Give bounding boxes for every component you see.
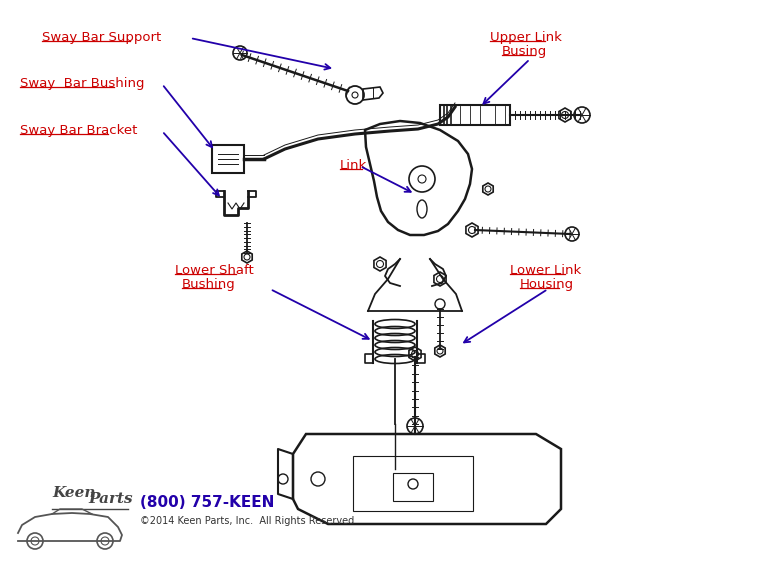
Text: Sway  Bar Bushing: Sway Bar Bushing <box>20 77 145 90</box>
Text: Link: Link <box>340 159 367 172</box>
Bar <box>353 456 473 511</box>
Text: Busing: Busing <box>502 45 547 58</box>
Text: Upper Link: Upper Link <box>490 31 562 44</box>
Bar <box>440 105 510 125</box>
Text: Lower Link: Lower Link <box>510 264 581 277</box>
Text: (800) 757-KEEN: (800) 757-KEEN <box>140 495 274 510</box>
Text: Housing: Housing <box>520 278 574 291</box>
Text: Bushing: Bushing <box>182 278 236 291</box>
Text: Sway Bar Support: Sway Bar Support <box>42 31 161 44</box>
Bar <box>212 145 244 173</box>
Text: Sway Bar Bracket: Sway Bar Bracket <box>20 124 137 137</box>
Bar <box>393 473 433 501</box>
Text: ©2014 Keen Parts, Inc.  All Rights Reserved: ©2014 Keen Parts, Inc. All Rights Reserv… <box>140 516 354 526</box>
Text: Parts: Parts <box>88 492 132 506</box>
Text: Lower Shaft: Lower Shaft <box>175 264 254 277</box>
Text: Keen: Keen <box>52 486 95 500</box>
